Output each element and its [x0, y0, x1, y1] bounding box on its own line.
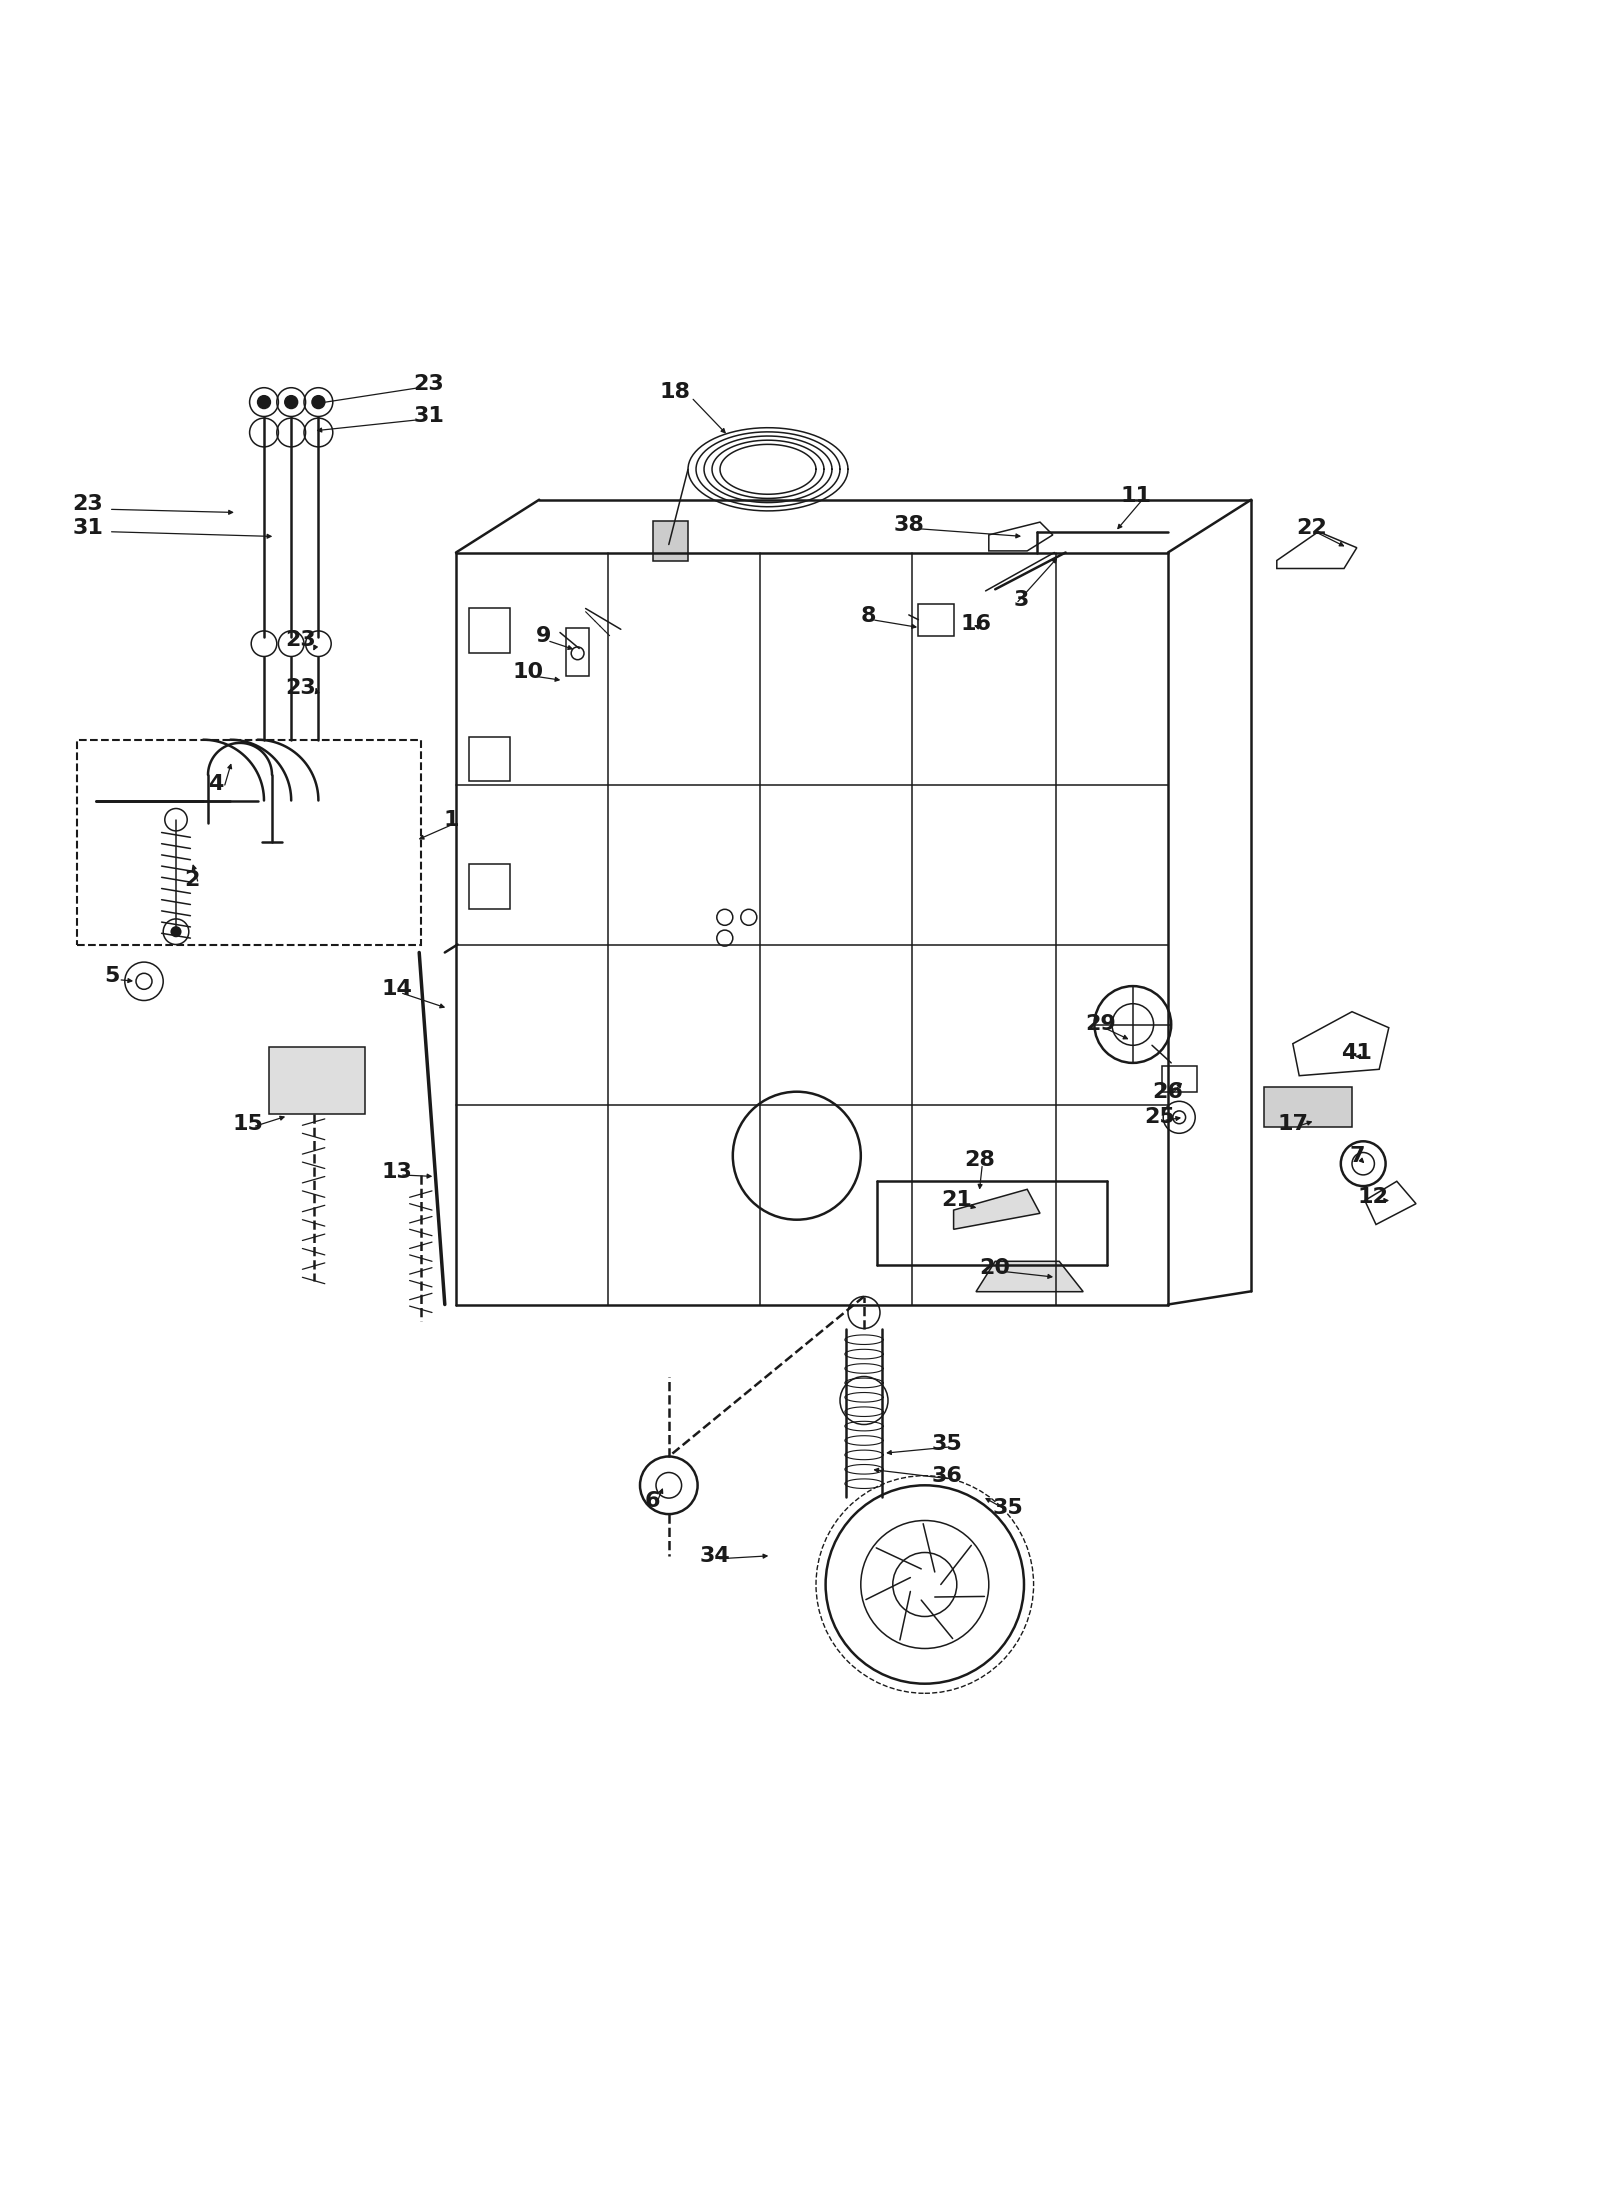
Text: 9: 9 [536, 625, 552, 645]
Text: 18: 18 [659, 382, 691, 402]
Text: 23: 23 [72, 495, 104, 515]
Text: 20: 20 [979, 1257, 1011, 1277]
Text: 35: 35 [992, 1498, 1024, 1518]
Text: 29: 29 [1085, 1014, 1117, 1034]
Text: 10: 10 [512, 663, 544, 683]
Bar [918, 603, 954, 636]
Bar [469, 607, 510, 654]
Bar [653, 521, 688, 561]
Text: 31: 31 [413, 406, 445, 426]
Text: 7: 7 [1349, 1146, 1365, 1166]
Text: 41: 41 [1341, 1043, 1373, 1063]
Text: 23: 23 [413, 376, 445, 395]
Bar [1264, 1087, 1352, 1127]
Circle shape [171, 928, 181, 937]
Bar [1162, 1067, 1197, 1091]
Text: 16: 16 [960, 614, 992, 634]
Text: 38: 38 [893, 515, 925, 535]
Text: 34: 34 [699, 1546, 731, 1566]
Text: 5: 5 [104, 968, 120, 987]
Circle shape [312, 395, 325, 409]
Bar [469, 864, 510, 910]
Circle shape [285, 395, 298, 409]
Text: 23: 23 [285, 630, 317, 649]
Text: 22: 22 [1296, 519, 1328, 539]
Text: 21: 21 [941, 1191, 973, 1211]
Bar [77, 740, 421, 945]
Bar [469, 736, 510, 782]
Text: 2: 2 [184, 870, 200, 890]
Text: 17: 17 [1277, 1113, 1309, 1133]
Text: 14: 14 [381, 979, 413, 998]
Bar [269, 1047, 365, 1113]
Text: 4: 4 [208, 775, 224, 795]
Text: 23: 23 [285, 678, 317, 698]
Text: 31: 31 [72, 519, 104, 539]
Text: 15: 15 [232, 1113, 264, 1133]
Text: 35: 35 [931, 1434, 963, 1454]
Text: 6: 6 [645, 1491, 661, 1511]
Circle shape [258, 395, 270, 409]
Polygon shape [976, 1261, 1083, 1292]
Text: 11: 11 [1120, 486, 1152, 506]
Text: 36: 36 [931, 1467, 963, 1487]
Polygon shape [954, 1188, 1040, 1228]
Text: 13: 13 [381, 1162, 413, 1182]
Text: 28: 28 [963, 1151, 995, 1171]
Text: 3: 3 [1013, 590, 1029, 610]
Text: 12: 12 [1357, 1186, 1389, 1208]
Text: 8: 8 [861, 607, 877, 627]
Bar [566, 627, 589, 676]
Text: 26: 26 [1152, 1082, 1184, 1102]
Text: 25: 25 [1144, 1107, 1176, 1127]
Text: 1: 1 [443, 811, 459, 831]
